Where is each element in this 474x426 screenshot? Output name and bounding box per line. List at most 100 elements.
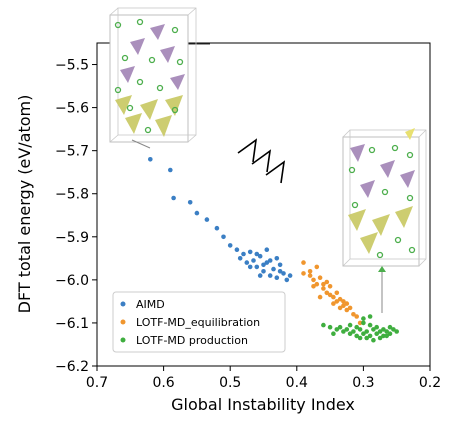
x-tick-label: 0.3 <box>352 375 374 391</box>
series-0 <box>148 157 293 283</box>
data-point <box>301 260 306 265</box>
data-point <box>324 290 330 296</box>
y-tick-label: −6.2 <box>55 359 89 375</box>
data-point <box>327 292 333 298</box>
data-point <box>334 299 340 304</box>
data-point <box>367 333 373 339</box>
x-axis-label: Global Instability Index <box>171 395 355 414</box>
legend-box <box>112 291 286 353</box>
ring-markers-final <box>348 144 416 259</box>
data-point <box>274 255 280 261</box>
data-point <box>341 329 346 334</box>
data-point <box>374 331 380 337</box>
data-point <box>377 329 383 334</box>
legend-label: LOTF-MD production <box>136 334 248 347</box>
x-tick-label: 0.2 <box>419 375 441 391</box>
data-point <box>257 273 263 278</box>
data-point <box>237 255 243 261</box>
x-tick-label: 0.4 <box>286 375 308 391</box>
data-point <box>267 258 273 263</box>
y-tick-label: −5.9 <box>55 230 89 246</box>
data-point <box>281 271 286 276</box>
data-point <box>344 301 350 306</box>
structure-illustration-final <box>342 128 427 313</box>
data-point <box>394 329 400 334</box>
data-point <box>364 335 370 341</box>
data-point <box>317 275 323 281</box>
data-point <box>371 327 376 332</box>
data-point <box>227 243 233 248</box>
data-point <box>374 324 380 330</box>
y-tick-label: −6.0 <box>55 273 89 289</box>
structure-illustration-initial <box>109 7 210 149</box>
series-1 <box>301 260 363 326</box>
data-point <box>381 327 386 332</box>
data-point <box>351 312 356 317</box>
y-tick-label: −5.5 <box>55 58 89 74</box>
data-point <box>247 249 253 255</box>
x-tick-label: 0.5 <box>219 375 241 391</box>
data-point <box>337 324 343 330</box>
progression-chevrons <box>237 138 286 184</box>
series-2 <box>321 314 400 343</box>
data-point <box>214 225 220 231</box>
data-point <box>391 327 396 332</box>
data-point <box>371 337 376 343</box>
data-point <box>257 253 263 259</box>
data-point <box>267 273 273 278</box>
data-point <box>261 262 266 268</box>
data-point <box>331 294 336 300</box>
ring-markers-initial <box>114 18 184 134</box>
data-point <box>331 301 336 306</box>
y-tick-label: −6.1 <box>55 316 89 332</box>
data-point <box>244 260 250 265</box>
data-point <box>247 264 253 270</box>
data-point <box>331 331 336 337</box>
data-point <box>387 324 393 330</box>
data-point <box>367 322 373 328</box>
data-point <box>357 320 363 326</box>
legend-marker <box>120 301 126 307</box>
data-point <box>381 333 386 339</box>
data-point <box>387 331 393 337</box>
data-point <box>321 281 326 287</box>
data-point <box>377 335 383 341</box>
data-point <box>171 195 176 201</box>
data-point <box>334 327 340 332</box>
data-point <box>341 303 346 309</box>
callout-pointer-initial <box>131 139 151 149</box>
data-points <box>148 157 400 343</box>
structure-frame-back-initial <box>117 7 197 136</box>
data-point <box>321 322 326 328</box>
data-point <box>367 314 373 319</box>
data-point <box>254 264 260 270</box>
data-point <box>357 327 363 332</box>
data-point <box>354 333 360 339</box>
data-point <box>384 333 390 339</box>
data-point <box>264 247 270 252</box>
data-point <box>341 299 346 304</box>
data-point <box>354 324 360 330</box>
data-point <box>361 320 366 326</box>
data-point <box>324 279 330 285</box>
axes: 0.7 0.6 0.5 0.4 0.3 0.2 −5.5 −5.6 −5.7 −5.8 −5.9 −6… <box>55 58 441 391</box>
data-point <box>314 264 320 270</box>
legend-marker <box>120 337 126 343</box>
data-point <box>337 296 343 302</box>
data-point <box>347 305 353 311</box>
data-point <box>364 329 370 334</box>
data-point <box>254 251 260 257</box>
data-point <box>354 314 360 319</box>
data-point <box>344 327 350 332</box>
data-point <box>334 290 340 296</box>
data-point <box>357 335 363 341</box>
data-point <box>261 269 266 274</box>
data-point <box>327 284 333 289</box>
data-point <box>221 234 226 240</box>
legend-label: AIMD <box>136 298 165 311</box>
legend: AIMD LOTF-MD_equilibration LOTF-MD product… <box>112 291 286 353</box>
structure-frame-initial <box>109 14 189 143</box>
data-point <box>321 286 326 291</box>
y-tick-label: −5.7 <box>55 144 89 160</box>
